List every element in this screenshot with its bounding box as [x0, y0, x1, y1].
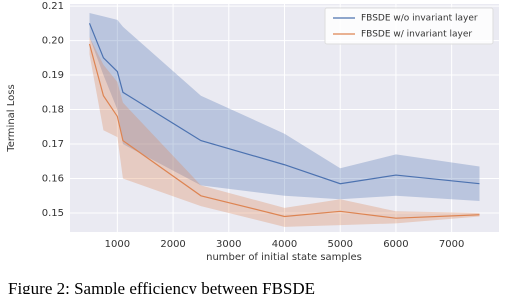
line [88, 43, 480, 219]
confidence-band [89, 37, 480, 227]
x-tick-label: 2000 [160, 239, 185, 250]
y-tick-label: 0.21 [42, 1, 64, 12]
y-tick-label: 0.15 [42, 208, 64, 219]
x-tick-label: 6000 [383, 239, 408, 250]
legend-label: FBSDE w/ invariant layer [361, 30, 472, 40]
line [88, 23, 480, 185]
x-axis-label: number of initial state samples [206, 252, 362, 263]
y-tick-label: 0.17 [42, 139, 64, 150]
y-tick-label: 0.18 [42, 105, 64, 116]
x-tick-label: 1000 [105, 239, 130, 250]
caption: Figure 2: Sample efficiency between FBSD… [8, 279, 315, 294]
y-tick-label: 0.19 [42, 70, 64, 81]
legend-label: FBSDE w/o invariant layer [361, 14, 478, 24]
x-tick-label: 4000 [272, 239, 297, 250]
y-tick-label: 0.20 [42, 36, 64, 47]
x-tick-label: 7000 [439, 239, 464, 250]
y-axis-label: Terminal Loss [6, 84, 17, 152]
legend-box [324, 7, 494, 45]
y-tick-label: 0.16 [42, 174, 64, 185]
x-tick-label: 5000 [327, 239, 352, 250]
x-tick-label: 3000 [216, 239, 241, 250]
confidence-band [89, 12, 480, 201]
